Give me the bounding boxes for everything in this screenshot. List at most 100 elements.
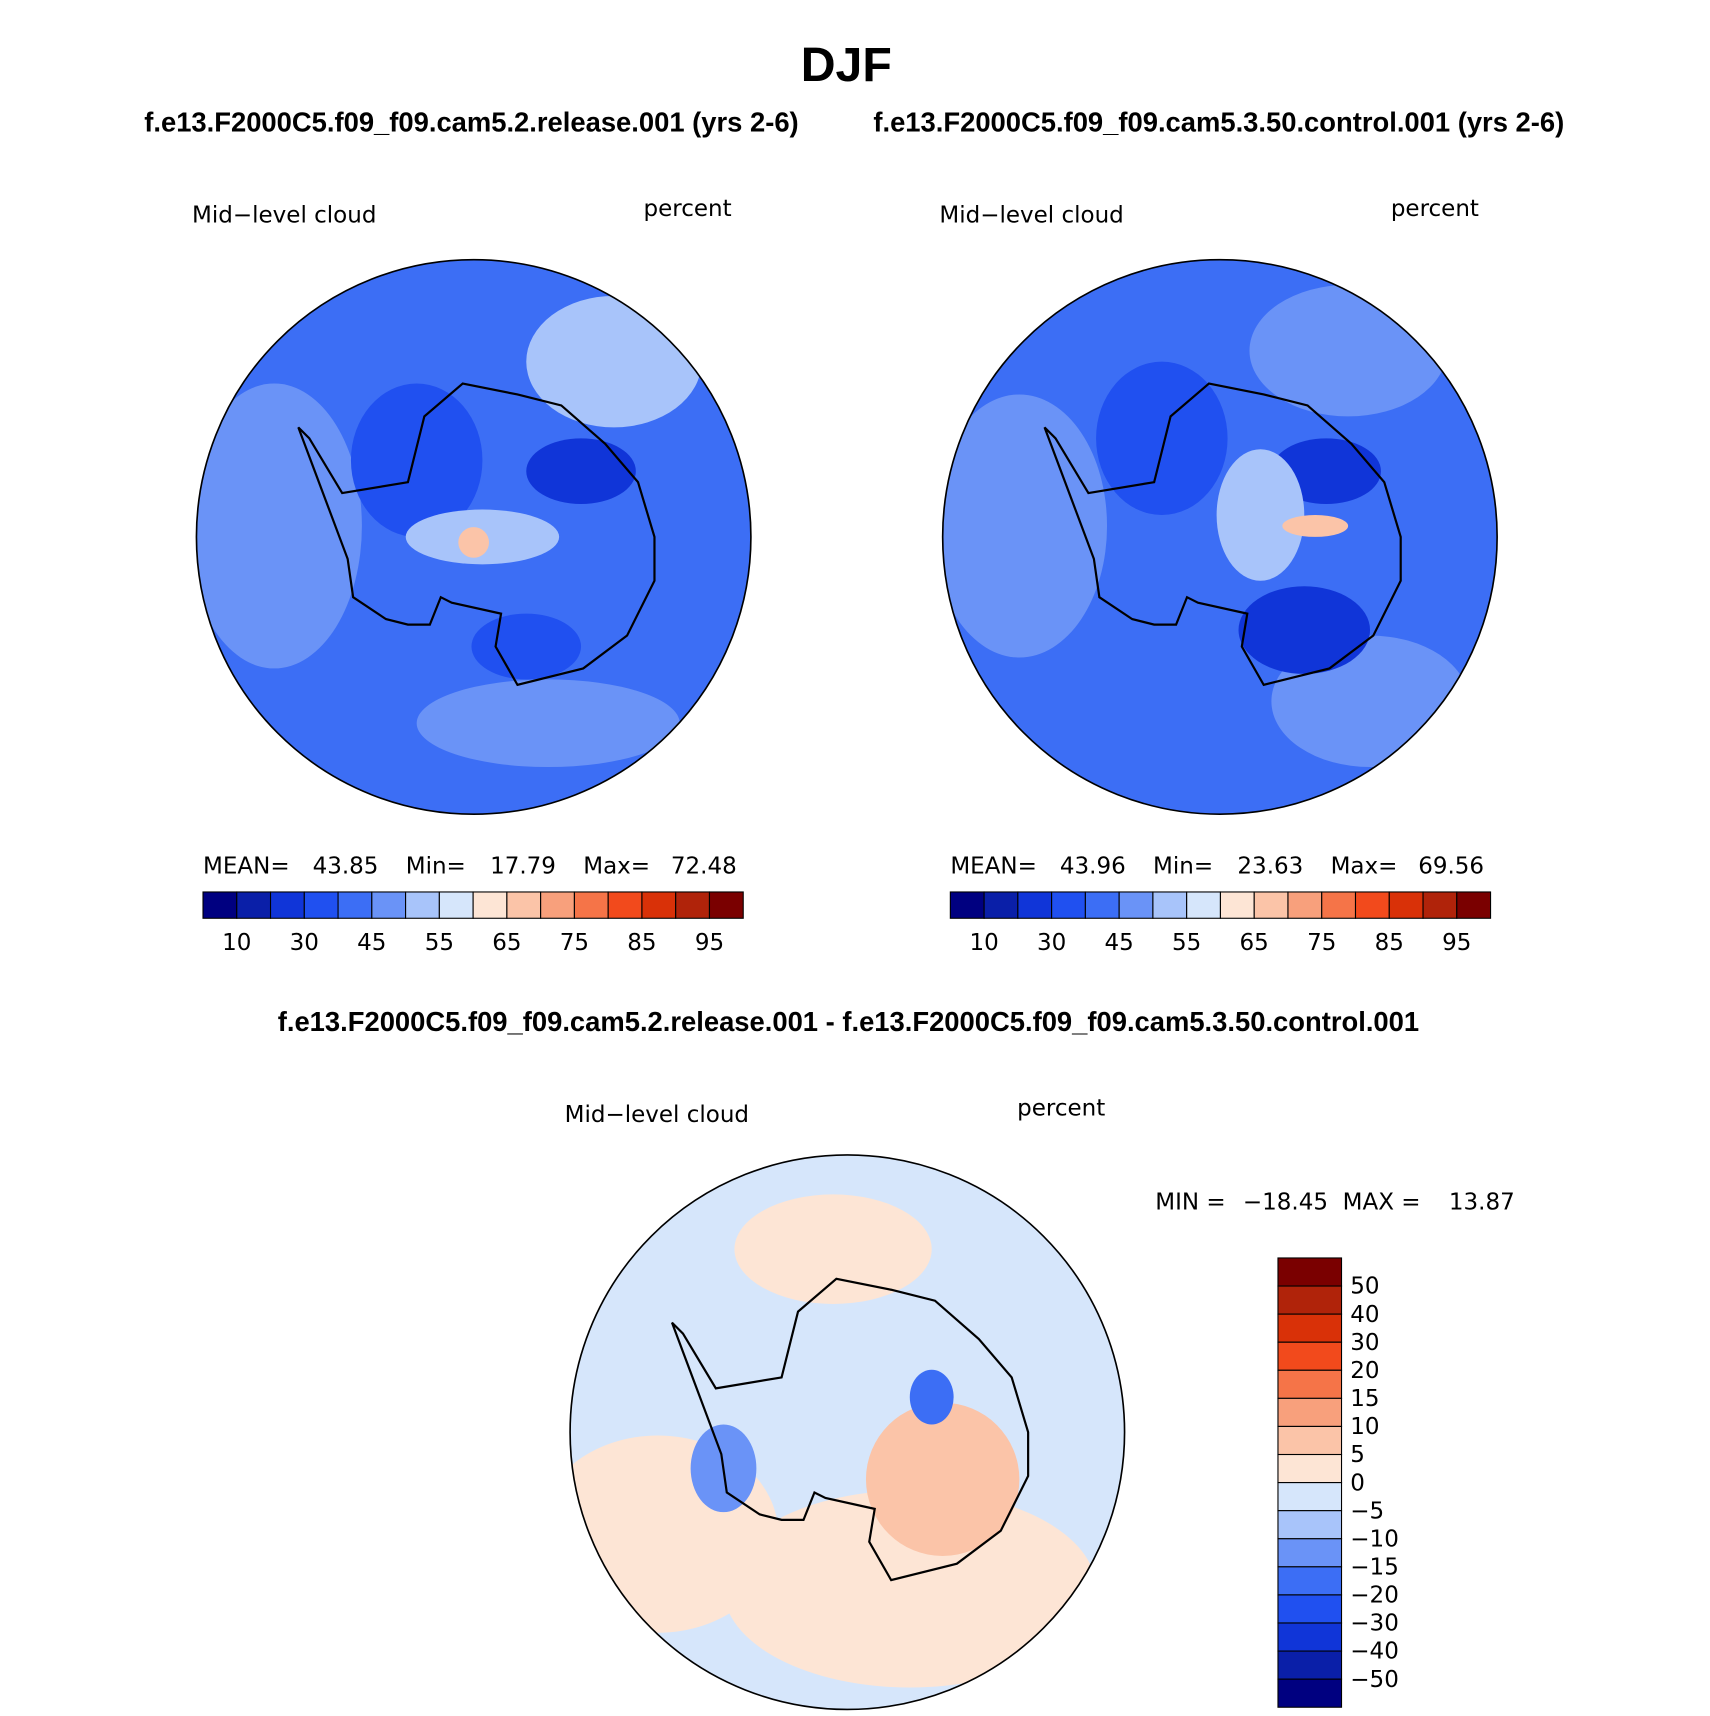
stat-text: 43.96 — [1060, 853, 1126, 879]
colorbar-box — [1277, 1369, 1343, 1399]
colorbar-label: 5 — [1350, 1442, 1365, 1468]
colorbar-box — [405, 891, 440, 919]
colorbar-label: 85 — [1375, 930, 1404, 956]
colorbar-label: −50 — [1350, 1667, 1399, 1693]
stat-text: MEAN= — [203, 853, 290, 879]
colorbar-box — [1277, 1538, 1343, 1568]
colorbar-box — [1277, 1510, 1343, 1540]
colorbar-box — [1277, 1453, 1343, 1484]
colorbar-box — [983, 891, 1019, 919]
map — [570, 1154, 1125, 1710]
colorbar-label: 65 — [492, 930, 521, 956]
colorbar-box — [1017, 891, 1053, 919]
stat-text: 17.79 — [490, 853, 556, 879]
colorbar-label: 20 — [1350, 1358, 1379, 1384]
colorbar-label: 55 — [1172, 930, 1201, 956]
colorbar-label: 75 — [1307, 930, 1336, 956]
variable-label: Mid−level cloud — [939, 202, 1123, 228]
stat-text: 13.87 — [1449, 1190, 1515, 1216]
colorbar-box — [540, 891, 575, 919]
colorbar-label: −40 — [1350, 1639, 1399, 1665]
stat-text: Max= — [583, 853, 650, 879]
colorbar-box — [1084, 891, 1120, 919]
stat-text: 23.63 — [1237, 853, 1303, 879]
colorbar-box — [573, 891, 609, 919]
colorbar-label: 30 — [290, 930, 319, 956]
colorbar-box — [675, 891, 711, 919]
colorbar-box — [236, 891, 272, 919]
colorbar-box — [1277, 1622, 1343, 1652]
colorbar-label: −5 — [1350, 1498, 1384, 1524]
colorbar-label: −20 — [1350, 1583, 1399, 1609]
colorbar-box — [303, 891, 339, 919]
variable-label: Mid−level cloud — [565, 1102, 749, 1128]
units-label: percent — [1017, 1096, 1105, 1122]
map — [942, 259, 1498, 815]
colorbar-box — [1456, 891, 1492, 919]
colorbar-box — [1277, 1594, 1343, 1624]
colorbar-box — [1277, 1313, 1343, 1343]
colorbar-box — [1277, 1425, 1343, 1456]
colorbar-box — [1354, 891, 1390, 919]
colorbar-label: 30 — [1037, 930, 1066, 956]
colorbar-label: 50 — [1350, 1274, 1379, 1300]
stat-text: Min= — [406, 853, 466, 879]
colorbar-box — [1118, 891, 1154, 919]
colorbar-box — [438, 891, 474, 919]
colorbar-label: 95 — [695, 930, 724, 956]
colorbar-box — [202, 891, 238, 919]
colorbar-box — [1277, 1650, 1343, 1680]
colorbar-box — [949, 891, 985, 919]
map — [196, 259, 751, 815]
colorbar-box — [1277, 1341, 1343, 1371]
colorbar-label: 40 — [1350, 1302, 1379, 1328]
colorbar-label: −30 — [1350, 1611, 1399, 1637]
colorbar-box — [708, 891, 744, 919]
colorbar-box — [1277, 1482, 1343, 1512]
colorbar-label: 10 — [1350, 1414, 1379, 1440]
colorbar-box — [1277, 1285, 1343, 1315]
colorbar-box — [1253, 891, 1289, 919]
colorbar-label: 65 — [1240, 930, 1269, 956]
colorbar-box — [1277, 1566, 1343, 1596]
units-label: percent — [1391, 196, 1479, 222]
colorbar-label: 45 — [357, 930, 386, 956]
colorbar-box — [641, 891, 677, 919]
units-label: percent — [644, 196, 732, 222]
colorbar-box — [506, 891, 542, 919]
subtitle: f.e13.F2000C5.f09_f09.cam5.2.release.001… — [278, 1006, 1419, 1037]
colorbar-label: 55 — [425, 930, 454, 956]
colorbar-box — [1388, 891, 1424, 919]
colorbar-box — [1051, 891, 1086, 919]
colorbar-box — [269, 891, 305, 919]
colorbar-label: 15 — [1350, 1386, 1379, 1412]
colorbar-box — [607, 891, 643, 919]
subtitle: f.e13.F2000C5.f09_f09.cam5.3.50.control.… — [873, 106, 1564, 137]
colorbar-box — [472, 891, 508, 919]
colorbar-box — [1321, 891, 1357, 919]
stat-text: −18.45 — [1243, 1190, 1328, 1216]
colorbar-label: 75 — [560, 930, 589, 956]
colorbar-label: 30 — [1350, 1330, 1379, 1356]
colorbar-box — [1287, 891, 1323, 919]
colorbar-label: −10 — [1350, 1526, 1399, 1552]
variable-label: Mid−level cloud — [192, 202, 376, 228]
colorbar-box — [1219, 891, 1255, 919]
stat-text: 43.85 — [313, 853, 379, 879]
colorbar-box — [371, 891, 407, 919]
stat-text: 69.56 — [1418, 853, 1484, 879]
subtitle: f.e13.F2000C5.f09_f09.cam5.2.release.001… — [144, 106, 798, 137]
colorbar-box — [1277, 1678, 1343, 1708]
stat-text: Min= — [1153, 853, 1213, 879]
colorbar-box — [337, 891, 373, 919]
colorbar-box — [1152, 891, 1188, 919]
colorbar-box — [1186, 891, 1221, 919]
colorbar-label: 95 — [1442, 930, 1471, 956]
colorbar-label: 45 — [1105, 930, 1134, 956]
stat-text: 72.48 — [671, 853, 737, 879]
stat-text: MEAN= — [950, 853, 1037, 879]
colorbar-label: 10 — [222, 930, 251, 956]
stat-text: Max= — [1331, 853, 1398, 879]
stat-text: MAX = — [1343, 1190, 1421, 1216]
